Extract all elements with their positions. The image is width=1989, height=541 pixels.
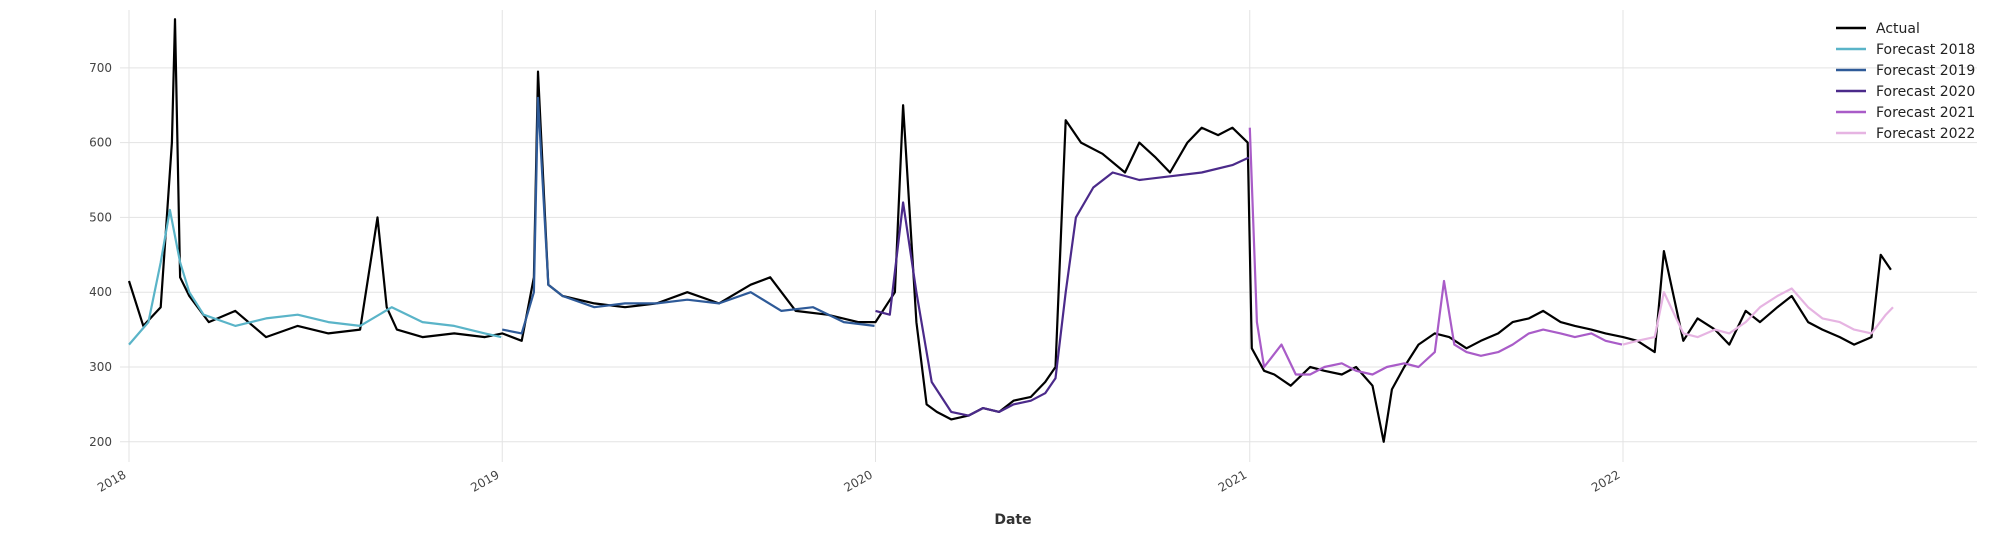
legend-label-actual: Actual (1876, 21, 1920, 37)
series-line-forecast-2019 (501, 96, 875, 335)
x-tick-label: 2020 (842, 467, 875, 494)
x-tick-labels: 2018 2019 2020 2021 2022 (95, 467, 1622, 494)
legend-label-forecast-2021: Forecast 2021 (1876, 105, 1975, 121)
series-line-actual (127, 18, 1892, 443)
x-axis-title: Date (994, 512, 1031, 528)
series-line-forecast-2020 (875, 156, 1250, 417)
x-tick-label: 2018 (95, 467, 128, 494)
legend-label-forecast-2018: Forecast 2018 (1876, 42, 1975, 58)
y-tick-label: 400 (89, 285, 112, 299)
y-tick-label: 300 (89, 360, 112, 374)
series-lines (127, 18, 1894, 443)
series-line-forecast-2018 (128, 208, 502, 346)
grid-lines (120, 10, 1977, 462)
legend-label-forecast-2019: Forecast 2019 (1876, 63, 1975, 79)
legend-label-forecast-2022: Forecast 2022 (1876, 126, 1975, 142)
y-tick-label: 500 (89, 210, 112, 224)
y-tick-label: 200 (89, 435, 112, 449)
series-line-forecast-2021 (1248, 127, 1623, 376)
x-tick-label: 2021 (1216, 467, 1249, 494)
series-line-forecast-2022 (1622, 287, 1894, 346)
x-tick-label: 2019 (468, 467, 501, 494)
legend: Actual Forecast 2018 Forecast 2019 Forecast… (1836, 21, 1975, 142)
x-tick-label: 2022 (1589, 467, 1622, 494)
legend-label-forecast-2020: Forecast 2020 (1876, 84, 1975, 100)
y-tick-labels: 200 300 400 500 600 700 (89, 61, 112, 449)
y-tick-label: 700 (89, 61, 112, 75)
y-tick-label: 600 (89, 136, 112, 150)
